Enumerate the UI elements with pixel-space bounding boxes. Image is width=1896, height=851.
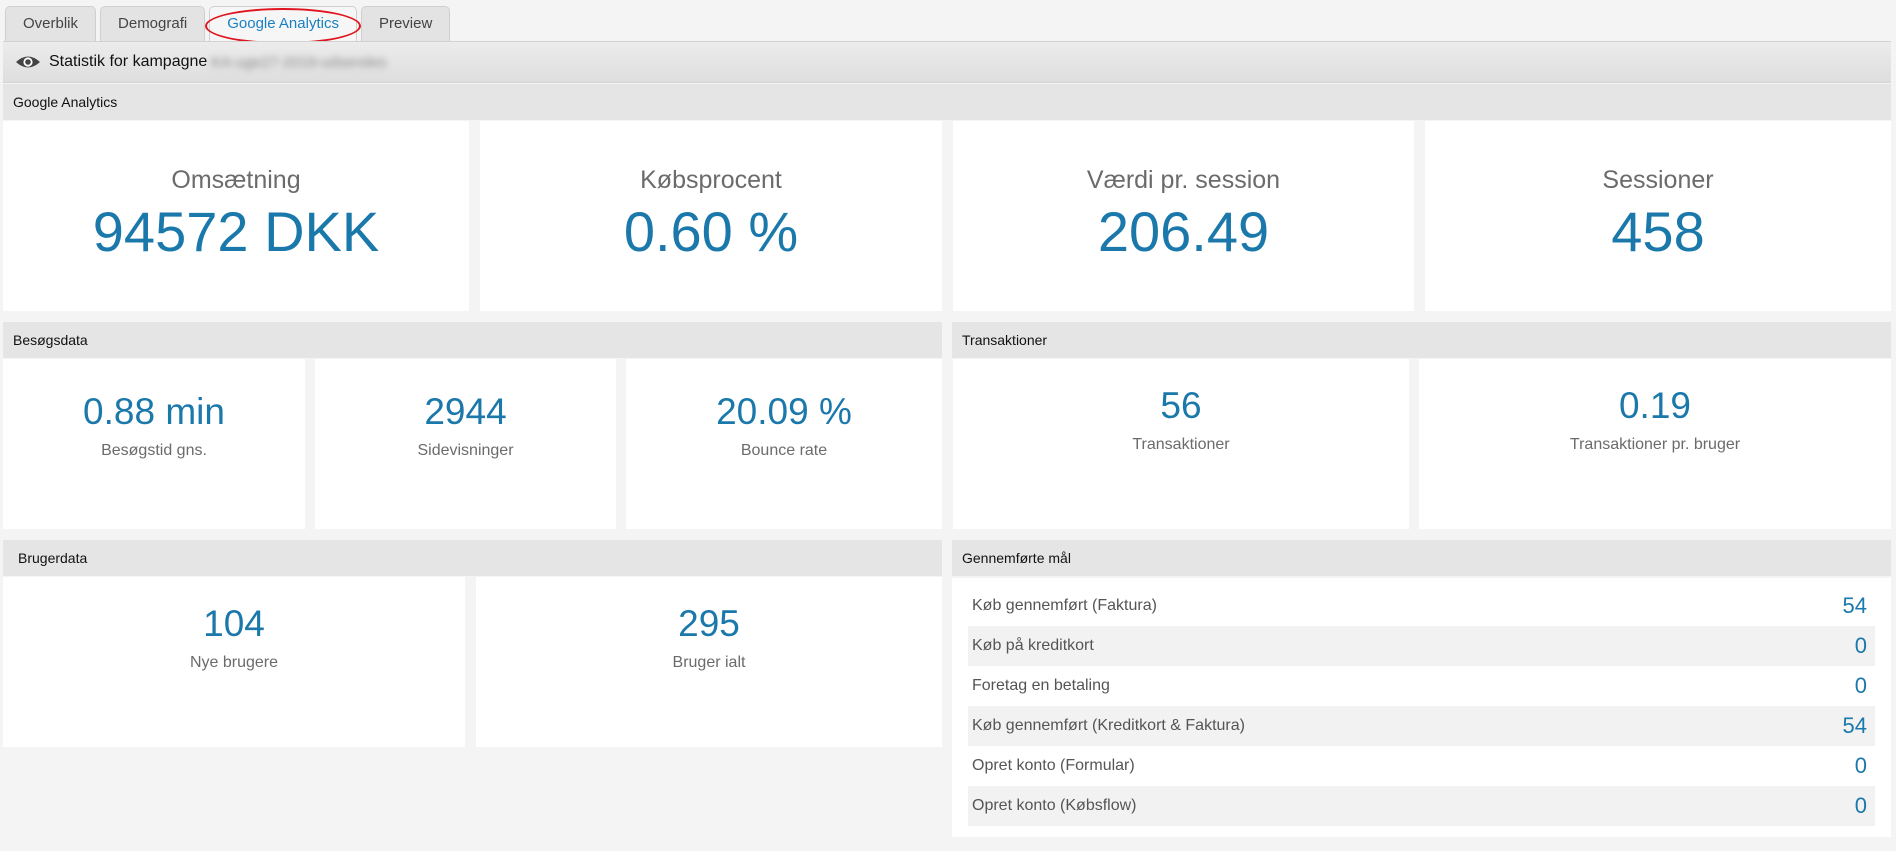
eye-icon xyxy=(16,56,40,68)
tab-preview[interactable]: Preview xyxy=(360,6,451,41)
section-header-google-analytics: Google Analytics xyxy=(3,84,1891,120)
section-header-brugerdata: Brugerdata xyxy=(3,540,942,576)
kpi-card-kobsprocent: Købsprocent 0.60 % xyxy=(480,121,942,311)
goal-label: Køb gennemført (Kreditkort & Faktura) xyxy=(972,717,1245,734)
kpi-card-omsaetning: Omsætning 94572 DKK xyxy=(3,121,469,311)
tab-overblik[interactable]: Overblik xyxy=(5,6,97,41)
stat-label: Bruger ialt xyxy=(672,654,746,671)
campaign-header: Statistik for kampagne KA-uge27-2019-uds… xyxy=(3,41,1891,83)
goal-value: 0 xyxy=(1854,793,1867,818)
stat-card-besogstid: 0.88 min Besøgstid gns. xyxy=(3,359,305,529)
goal-label: Køb gennemført (Faktura) xyxy=(972,597,1157,614)
goal-row: Opret konto (Formular) 0 xyxy=(968,746,1875,786)
stat-card-transaktioner: 56 Transaktioner xyxy=(953,359,1409,529)
goal-row: Køb på kreditkort 0 xyxy=(968,626,1875,666)
goal-label: Foretag en betaling xyxy=(972,677,1110,694)
campaign-name: KA-uge27-2019-udsendes xyxy=(211,53,387,71)
goal-row: Køb gennemført (Faktura) 54 xyxy=(968,586,1875,626)
stat-value: 20.09 % xyxy=(716,391,852,432)
stat-value: 104 xyxy=(203,603,265,644)
stat-value: 2944 xyxy=(424,391,507,432)
stat-value: 295 xyxy=(678,603,740,644)
section-header-transaktioner: Transaktioner xyxy=(952,322,1891,358)
section-header-gennemforte-mal: Gennemførte mål xyxy=(952,540,1891,576)
stat-label: Bounce rate xyxy=(740,442,828,459)
goal-label: Opret konto (Formular) xyxy=(972,757,1135,774)
stat-value: 0.19 xyxy=(1618,385,1691,426)
kpi-value: 206.49 xyxy=(1097,200,1270,263)
stat-card-bruger-ialt: 295 Bruger ialt xyxy=(476,577,942,747)
stat-card-sidevisninger: 2944 Sidevisninger xyxy=(315,359,616,529)
kpi-label: Værdi pr. session xyxy=(1086,166,1281,194)
goal-value: 0 xyxy=(1854,673,1867,698)
goals-panel: Køb gennemført (Faktura) 54 Køb på kredi… xyxy=(952,578,1891,837)
goal-row: Køb gennemført (Kreditkort & Faktura) 54 xyxy=(968,706,1875,746)
goal-value: 54 xyxy=(1842,713,1867,738)
tab-google-analytics[interactable]: Google Analytics xyxy=(205,6,361,44)
stat-value: 0.88 min xyxy=(83,391,225,432)
stat-value: 56 xyxy=(1160,385,1202,426)
campaign-title: Statistik for kampagne xyxy=(49,53,208,70)
goal-row: Opret konto (Købsflow) 0 xyxy=(968,786,1875,826)
kpi-card-vaerdi-pr-session: Værdi pr. session 206.49 xyxy=(953,121,1414,311)
goal-value: 0 xyxy=(1854,753,1867,778)
stat-card-transaktioner-pr-bruger: 0.19 Transaktioner pr. bruger xyxy=(1419,359,1891,529)
stat-label: Nye brugere xyxy=(189,654,279,671)
section-header-besogsdata: Besøgsdata xyxy=(3,322,942,358)
stat-label: Transaktioner xyxy=(1132,436,1230,453)
goal-row: Foretag en betaling 0 xyxy=(968,666,1875,706)
kpi-value: 94572 DKK xyxy=(92,200,380,263)
tab-google-analytics-label: Google Analytics xyxy=(227,15,339,32)
tab-bar: Overblik Demografi Google Analytics Prev… xyxy=(5,6,451,44)
goal-value: 0 xyxy=(1854,633,1867,658)
stat-label: Besøgstid gns. xyxy=(101,442,207,459)
kpi-label: Købsprocent xyxy=(640,166,782,194)
kpi-value: 0.60 % xyxy=(623,200,799,263)
kpi-label: Sessioner xyxy=(1602,166,1714,194)
stat-card-bounce-rate: 20.09 % Bounce rate xyxy=(626,359,942,529)
stat-label: Transaktioner pr. bruger xyxy=(1569,436,1741,453)
kpi-label: Omsætning xyxy=(171,166,301,194)
kpi-value: 458 xyxy=(1611,200,1705,263)
goal-value: 54 xyxy=(1842,593,1867,618)
stat-label: Sidevisninger xyxy=(417,442,514,459)
stat-card-nye-brugere: 104 Nye brugere xyxy=(3,577,465,747)
goal-label: Køb på kreditkort xyxy=(972,637,1094,654)
kpi-card-sessioner: Sessioner 458 xyxy=(1425,121,1891,311)
goal-label: Opret konto (Købsflow) xyxy=(972,797,1137,814)
tab-demografi[interactable]: Demografi xyxy=(100,6,206,41)
